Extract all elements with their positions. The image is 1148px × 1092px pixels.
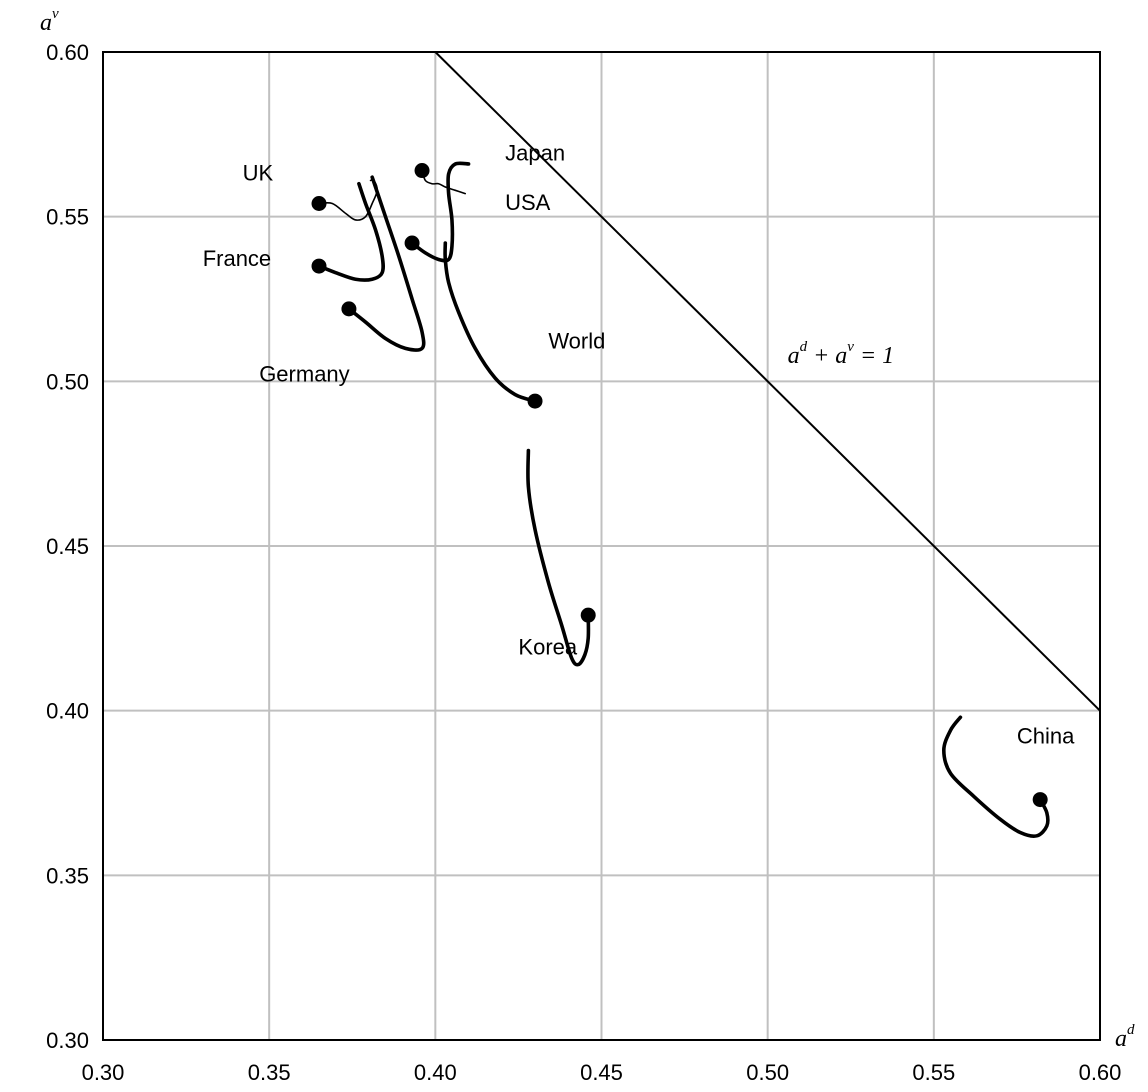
x-tick-label: 0.50 — [746, 1060, 789, 1085]
series-start-marker-france — [311, 258, 327, 274]
series-label-france: France — [203, 246, 271, 271]
series-label-china: China — [1017, 724, 1075, 749]
y-axis-label-base: a — [40, 10, 52, 36]
series-line-korea — [526, 448, 591, 667]
series-start-marker-japan — [404, 235, 420, 251]
y-axis-label: av — [40, 6, 59, 36]
series-label-japan: Japan — [505, 141, 565, 166]
series-start-marker-uk — [311, 195, 327, 211]
x-tick-label: 0.60 — [1079, 1060, 1122, 1085]
x-tick-label: 0.55 — [912, 1060, 955, 1085]
eq-sup2: v — [847, 339, 854, 355]
y-tick-label: 0.60 — [46, 40, 89, 65]
x-tick-label: 0.40 — [414, 1060, 457, 1085]
series-start-marker-usa — [414, 163, 430, 179]
y-tick-label: 0.30 — [46, 1028, 89, 1053]
x-tick-label: 0.35 — [248, 1060, 291, 1085]
y-tick-label: 0.50 — [46, 369, 89, 394]
grid-lines — [103, 52, 1100, 1040]
eq-term2: a — [835, 343, 847, 369]
series-label-germany: Germany — [259, 361, 349, 386]
x-axis-label-sup: d — [1127, 1022, 1135, 1038]
tick-labels: 0.30 0.35 0.40 0.45 0.50 0.55 0.60 0.30 0.35 0.40… — [46, 40, 1121, 1085]
series-start-marker-china — [1032, 792, 1048, 808]
y-axis-label-sup: v — [52, 6, 59, 22]
series-line-japan — [410, 161, 471, 263]
series-start-marker-germany — [341, 301, 357, 317]
series-label-world: World — [548, 328, 605, 353]
series-label-korea: Korea — [518, 635, 577, 660]
series-group — [311, 161, 1050, 838]
series-label-uk: UK — [243, 160, 274, 185]
eq-equals: = 1 — [860, 343, 894, 369]
x-axis-label: ad — [1115, 1022, 1135, 1052]
y-tick-label: 0.35 — [46, 863, 89, 888]
y-tick-label: 0.45 — [46, 534, 89, 559]
series-label-usa: USA — [505, 190, 551, 215]
eq-plus: + — [813, 343, 829, 369]
eq-term1: a — [788, 343, 800, 369]
series-line-france — [317, 181, 385, 282]
eq-sup1: d — [800, 339, 808, 355]
y-tick-label: 0.55 — [46, 205, 89, 230]
reference-line-equation: ad + av = 1 — [788, 339, 895, 369]
x-axis-label-base: a — [1115, 1026, 1127, 1052]
series-labels: UK France Germany Japan USA World Korea China — [203, 141, 1075, 749]
plot-frame — [102, 51, 1101, 1041]
series-line-china — [942, 715, 1050, 838]
x-tick-label: 0.30 — [82, 1060, 125, 1085]
series-line-usa — [421, 169, 467, 195]
x-tick-label: 0.45 — [580, 1060, 623, 1085]
series-line-world — [443, 241, 537, 403]
reference-line — [434, 51, 1101, 712]
series-start-marker-world — [527, 393, 543, 409]
series-line-germany — [347, 175, 426, 352]
y-tick-label: 0.40 — [46, 699, 89, 724]
series-start-marker-korea — [580, 607, 596, 623]
